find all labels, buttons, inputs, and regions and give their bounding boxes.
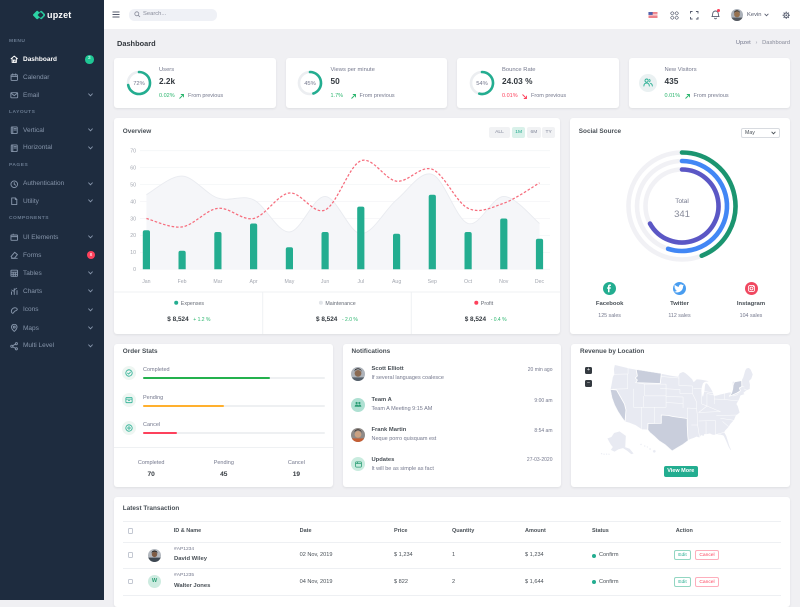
svg-text:30: 30 [130, 216, 136, 222]
svg-text:Apr: Apr [250, 279, 258, 285]
svg-text:72%: 72% [133, 81, 145, 87]
svg-text:20: 20 [130, 233, 136, 239]
svg-text:60: 60 [130, 165, 136, 171]
svg-text:Dec: Dec [535, 279, 545, 285]
svg-text:Profit: Profit [481, 300, 494, 306]
svg-text:- 0.4 %: - 0.4 % [491, 316, 507, 322]
svg-text:54%: 54% [476, 81, 488, 87]
svg-text:Mar: Mar [213, 279, 222, 285]
svg-text:Jul: Jul [357, 279, 364, 285]
svg-text:Nov: Nov [499, 279, 509, 285]
svg-text:Expenses: Expenses [181, 300, 205, 306]
svg-text:Jun: Jun [321, 279, 329, 285]
svg-text:Feb: Feb [178, 279, 187, 285]
svg-text:Jan: Jan [142, 279, 150, 285]
svg-text:45%: 45% [304, 81, 316, 87]
svg-text:+ 1.2 %: + 1.2 % [193, 316, 211, 322]
svg-text:$ 8,524: $ 8,524 [316, 316, 338, 323]
svg-text:10: 10 [130, 250, 136, 256]
svg-text:$ 8,524: $ 8,524 [167, 316, 189, 323]
svg-text:May: May [284, 279, 294, 285]
svg-text:Sep: Sep [428, 279, 437, 285]
svg-text:40: 40 [130, 199, 136, 205]
svg-text:- 2.0 %: - 2.0 % [342, 316, 358, 322]
svg-text:341: 341 [674, 209, 690, 220]
svg-text:0: 0 [133, 267, 136, 273]
svg-text:Oct: Oct [464, 279, 473, 285]
svg-text:70: 70 [130, 148, 136, 154]
svg-text:Total: Total [675, 198, 689, 205]
svg-text:Aug: Aug [392, 279, 401, 285]
svg-text:$ 8,524: $ 8,524 [465, 316, 487, 323]
svg-text:50: 50 [130, 182, 136, 188]
svg-text:Maintenance: Maintenance [325, 300, 355, 306]
